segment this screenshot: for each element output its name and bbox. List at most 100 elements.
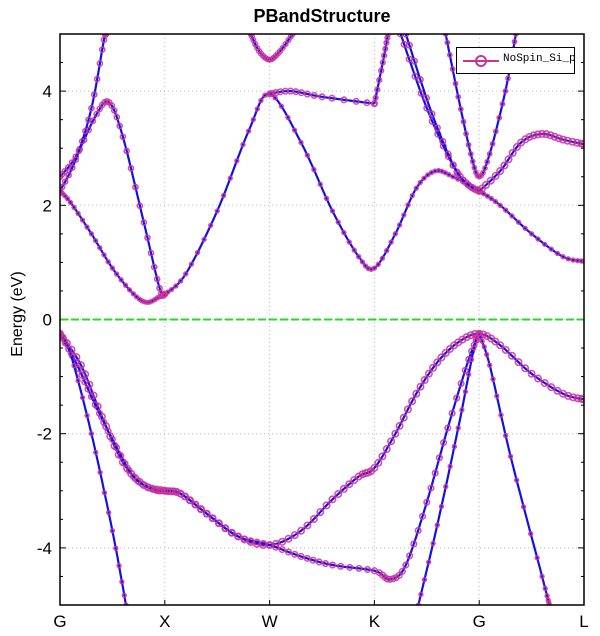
projection-marker xyxy=(100,418,108,426)
projection-marker xyxy=(290,531,299,540)
projection-marker xyxy=(329,208,336,214)
projection-marker xyxy=(433,124,441,132)
projection-marker xyxy=(105,259,111,265)
projection-marker xyxy=(437,353,446,362)
projection-marker xyxy=(501,345,510,354)
projection-marker xyxy=(462,388,469,395)
projection-marker xyxy=(504,155,513,164)
band-line-4 xyxy=(478,333,551,605)
projection-marker xyxy=(563,136,572,145)
projection-marker xyxy=(352,97,360,105)
projection-marker xyxy=(259,539,267,547)
projection-marker xyxy=(408,397,417,406)
projection-marker xyxy=(214,208,220,214)
projection-marker xyxy=(87,393,96,401)
projection-marker xyxy=(554,250,561,257)
projection-marker xyxy=(528,231,535,237)
projection-marker xyxy=(490,376,496,382)
projection-marker xyxy=(62,337,68,344)
projection-marker xyxy=(382,445,391,454)
projection-marker xyxy=(108,102,116,109)
projection-marker xyxy=(428,110,436,118)
projection-marker xyxy=(323,195,330,202)
projection-marker xyxy=(355,254,362,260)
projection-marker xyxy=(568,137,577,146)
projection-marker xyxy=(60,187,64,195)
projection-marker xyxy=(254,106,260,112)
projection-marker xyxy=(90,91,98,98)
projection-marker xyxy=(197,505,205,513)
projection-marker xyxy=(480,169,486,176)
projection-marker xyxy=(92,237,99,244)
projection-marker xyxy=(134,477,142,485)
projection-marker xyxy=(84,385,92,393)
projection-marker xyxy=(465,371,472,378)
projection-marker xyxy=(169,487,177,495)
projection-marker xyxy=(88,104,95,112)
projection-marker xyxy=(578,258,584,264)
projection-marker xyxy=(539,573,545,580)
projection-marker xyxy=(528,531,534,537)
projection-marker xyxy=(538,129,547,138)
projection-marker xyxy=(424,369,433,378)
projection-marker xyxy=(93,110,101,118)
projection-marker xyxy=(363,565,372,574)
projection-marker xyxy=(514,358,523,367)
projection-marker xyxy=(113,113,121,121)
projection-marker xyxy=(534,555,540,561)
projection-marker xyxy=(140,219,148,226)
projection-marker xyxy=(98,46,106,54)
projection-marker xyxy=(548,246,554,252)
projection-marker xyxy=(60,183,66,191)
projection-marker xyxy=(339,484,348,493)
projection-marker xyxy=(93,449,99,456)
projection-marker xyxy=(403,405,412,414)
projection-marker xyxy=(535,236,541,242)
projection-marker xyxy=(75,377,81,384)
projection-marker xyxy=(130,291,137,297)
projection-marker xyxy=(215,519,223,527)
projection-marker xyxy=(380,52,388,59)
projection-marker xyxy=(240,141,246,148)
projection-marker xyxy=(376,76,383,84)
projection-marker xyxy=(161,291,169,298)
projection-marker xyxy=(434,522,440,528)
projection-marker xyxy=(71,204,77,211)
projection-marker xyxy=(396,222,403,228)
projection-marker xyxy=(78,137,86,145)
projection-marker xyxy=(278,103,285,109)
projection-marker xyxy=(71,362,77,369)
projection-marker xyxy=(459,176,467,184)
projection-marker xyxy=(113,545,119,551)
projection-marker xyxy=(455,425,461,431)
projection-marker xyxy=(405,202,411,208)
projection-marker xyxy=(509,213,515,219)
projection-marker xyxy=(93,75,101,83)
projection-marker xyxy=(527,369,536,378)
projection-marker xyxy=(496,341,505,350)
projection-marker xyxy=(203,510,211,518)
projection-marker xyxy=(421,175,427,181)
projection-marker xyxy=(118,277,124,283)
projection-marker xyxy=(186,496,194,504)
projection-marker xyxy=(421,576,428,583)
legend-entry: NoSpin_Si_p xyxy=(503,53,576,65)
projection-marker xyxy=(266,541,274,549)
projection-marker xyxy=(247,537,255,545)
projection-marker xyxy=(108,435,116,443)
projection-marker xyxy=(502,432,509,439)
projection-marker xyxy=(315,558,323,566)
bands-group xyxy=(60,34,584,605)
projection-marker xyxy=(382,45,389,52)
projection-marker xyxy=(101,252,107,258)
projection-marker xyxy=(471,345,477,351)
projection-marker xyxy=(363,99,371,107)
projection-marker xyxy=(362,263,369,269)
projection-marker xyxy=(422,94,430,102)
projection-marker xyxy=(399,413,408,422)
projection-marker xyxy=(359,259,366,265)
projection-marker xyxy=(116,122,124,130)
projection-marker xyxy=(147,484,155,492)
projection-marker xyxy=(413,185,420,191)
projection-marker xyxy=(386,575,394,583)
